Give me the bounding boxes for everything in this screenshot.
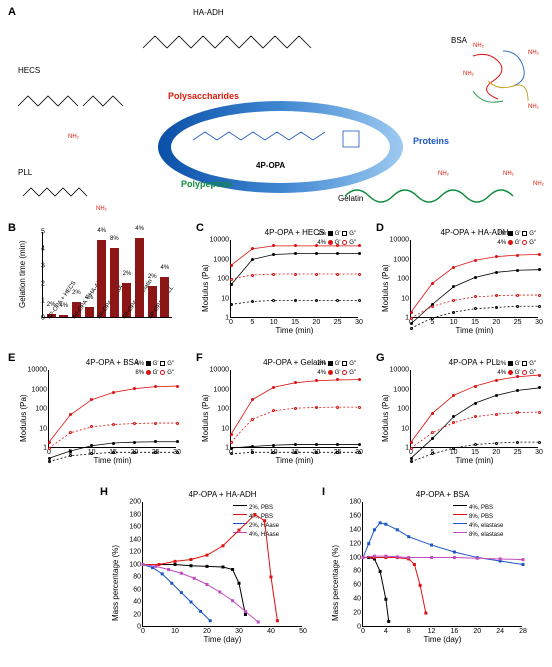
panel-label-f: F (196, 352, 203, 364)
chart-rheo-bsa: 4P-OPA + BSA110100100010000051015202530T… (48, 370, 176, 448)
nh2-marker: NH₂ (503, 171, 514, 177)
chart-rheo-pll: 4P-OPA + PLL110100100010000051015202530T… (410, 370, 538, 448)
bar (110, 248, 119, 317)
chart-degr-bsa: 4P-OPA + BSA0204060801001201401601800481… (362, 502, 522, 627)
chart-degr-haadh: 4P-OPA + HA-ADH0204060801001201401601802… (142, 502, 302, 627)
bar (160, 277, 169, 317)
panel-label-c: C (196, 222, 204, 234)
center-mol-label: 4P-OPA (256, 161, 285, 170)
gelatin-structure (343, 181, 543, 211)
mol-label-haadh: HA-ADH (193, 8, 224, 17)
haadh-structure (138, 18, 388, 78)
arc-label-polysaccharides: Polysaccharides (168, 91, 239, 101)
chart-rheo-hecs: 4P-OPA + HECS110100100010000051015202530… (230, 240, 358, 318)
arc-label-polypeptide: Polypeptide (181, 179, 232, 189)
hecs-structure (13, 76, 143, 136)
arc-label-proteins: Proteins (413, 136, 449, 146)
panel-label-e: E (8, 352, 15, 364)
chart-gelation-time: 0123452%4P-OPA + HECS4%2%4P-OPA + HA-ADH… (42, 232, 172, 318)
panel-label-h: H (100, 486, 108, 498)
4p-opa-structure (183, 121, 373, 159)
mol-label-bsa: BSA (451, 36, 467, 45)
nh2-marker: NH₂ (438, 171, 449, 177)
panel-a-schematic: 4P-OPA Polysaccharides Proteins Polypept… (8, 6, 544, 216)
panel-label-b: B (8, 222, 16, 234)
bar (85, 307, 94, 317)
chart-b-ylabel: Gelation time (min) (18, 240, 27, 308)
mol-label-hecs: HECS (18, 66, 40, 75)
chart-rheo-gelatin: 4P-OPA + Gelatin110100100010000051015202… (230, 370, 358, 448)
panel-label-d: D (376, 222, 384, 234)
bar (59, 315, 68, 317)
chart-rheo-haadh: 4P-OPA + HA-ADH1101001000100000510152025… (410, 240, 538, 318)
bar (135, 238, 144, 317)
pll-structure (18, 176, 138, 211)
panel-label-g: G (376, 352, 385, 364)
panel-label-i: I (322, 486, 325, 498)
bsa-structure (463, 46, 538, 116)
